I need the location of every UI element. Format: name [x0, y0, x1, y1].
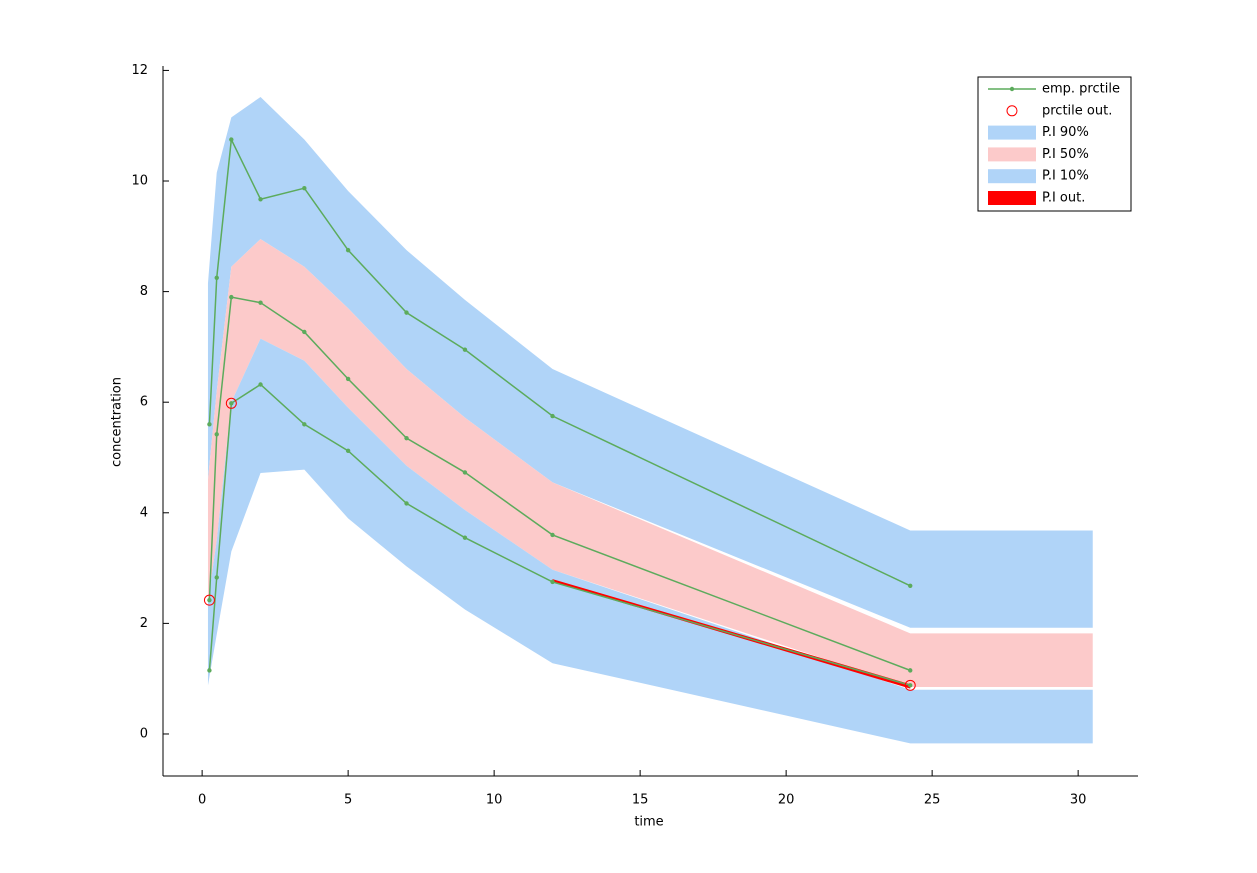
empirical-marker [302, 422, 307, 427]
empirical-marker [908, 683, 913, 688]
empirical-marker [258, 300, 263, 305]
empirical-marker [302, 329, 307, 335]
x-tick-label: 20 [778, 793, 795, 808]
empirical-line [208, 383, 911, 687]
empirical-marker [908, 668, 913, 673]
legend-label: P.I 90% [1042, 125, 1089, 140]
prediction-band [207, 338, 1093, 744]
empirical-marker [908, 583, 913, 588]
y-tick-label: 10 [131, 174, 148, 189]
empirical-marker [229, 137, 234, 142]
y-tick-label: 2 [140, 616, 148, 631]
empirical-marker [207, 597, 212, 603]
empirical-marker [214, 432, 219, 437]
empirical-marker [462, 535, 468, 540]
outlier-marker [904, 679, 916, 691]
outlier-marker [225, 397, 237, 409]
empirical-marker [258, 197, 263, 202]
x-tick-label: 15 [632, 793, 649, 808]
empirical-marker [258, 382, 263, 387]
empirical-marker [550, 413, 555, 419]
legend-label: prctile out. [1042, 103, 1112, 118]
empirical-marker [550, 579, 555, 585]
empirical-marker [302, 186, 307, 191]
legend-swatch [988, 191, 1036, 205]
x-tick-label: 5 [344, 793, 352, 808]
y-axis-label: concentration [110, 377, 125, 467]
x-tick-label: 30 [1070, 793, 1087, 808]
empirical-marker [229, 401, 234, 406]
outlier-marker [203, 594, 215, 606]
x-tick-label: 10 [486, 793, 503, 808]
empirical-marker [462, 347, 468, 352]
legend-marker [1006, 105, 1018, 117]
x-tick-label: 0 [198, 793, 206, 808]
empirical-marker [404, 310, 409, 315]
y-tick-label: 0 [140, 726, 148, 741]
empirical-marker [229, 294, 234, 300]
empirical-line [208, 296, 911, 672]
y-tick-label: 8 [140, 284, 148, 299]
empirical-marker [345, 448, 351, 454]
legend-label: P.I 50% [1042, 147, 1089, 162]
legend-label: emp. prctile [1042, 82, 1120, 97]
legend-label: P.I out. [1042, 191, 1085, 206]
empirical-marker [345, 247, 351, 253]
y-tick-label: 4 [140, 505, 148, 520]
y-tick-label: 6 [140, 395, 148, 410]
legend-label: P.I 10% [1042, 169, 1089, 184]
empirical-marker [404, 501, 409, 506]
empirical-marker [214, 575, 219, 580]
y-tick-label: 12 [131, 63, 148, 78]
legend-swatch [988, 147, 1036, 162]
empirical-marker [345, 376, 351, 382]
legend-box [977, 76, 1132, 212]
prediction-band [207, 239, 1093, 687]
empirical-marker [550, 532, 555, 538]
empirical-marker [207, 422, 212, 427]
empirical-marker [462, 470, 468, 475]
legend-swatch [988, 169, 1036, 184]
x-tick-label: 25 [924, 793, 941, 808]
empirical-marker [214, 275, 219, 280]
x-axis-label: time [634, 815, 663, 830]
empirical-marker [207, 668, 212, 673]
legend-swatch [988, 125, 1036, 140]
prediction-band [207, 96, 1093, 628]
empirical-marker [404, 435, 409, 441]
legend-marker [1009, 86, 1015, 92]
empirical-line [208, 136, 911, 587]
